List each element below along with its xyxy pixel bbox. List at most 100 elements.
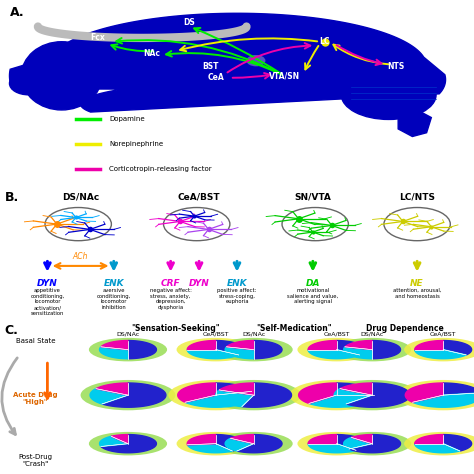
Polygon shape [178, 383, 216, 402]
Polygon shape [227, 340, 254, 350]
Text: motivational
salience and value,
alerting signal: motivational salience and value, alertin… [287, 288, 338, 304]
Polygon shape [415, 435, 443, 444]
Polygon shape [187, 340, 216, 350]
Ellipse shape [246, 55, 265, 66]
Polygon shape [216, 435, 244, 451]
Polygon shape [309, 395, 374, 407]
Polygon shape [102, 383, 166, 407]
Text: appetitive
conditioning,
locomotor
activation/
sensitization: appetitive conditioning, locomotor activ… [30, 288, 64, 316]
Text: CRF: CRF [161, 279, 181, 288]
Polygon shape [216, 340, 244, 355]
Ellipse shape [325, 380, 419, 410]
Ellipse shape [341, 70, 436, 119]
Text: ENK: ENK [227, 279, 247, 288]
Text: Dopamine: Dopamine [109, 117, 145, 122]
Text: DS/NAc: DS/NAc [62, 192, 99, 201]
Polygon shape [101, 435, 156, 453]
Polygon shape [443, 383, 474, 395]
Text: BST: BST [203, 62, 219, 71]
Ellipse shape [297, 432, 375, 456]
Polygon shape [96, 383, 128, 395]
Text: Corticotropin-releasing factor: Corticotropin-releasing factor [109, 166, 212, 172]
Polygon shape [337, 435, 365, 450]
Polygon shape [100, 436, 128, 447]
Text: negative affect:
stress, anxiety,
depression,
dysphoria: negative affect: stress, anxiety, depres… [150, 288, 191, 310]
Ellipse shape [81, 380, 175, 410]
Polygon shape [187, 435, 216, 445]
Text: LC/NTS: LC/NTS [399, 192, 435, 201]
Polygon shape [415, 340, 443, 350]
Polygon shape [216, 390, 254, 407]
Polygon shape [344, 347, 372, 359]
Polygon shape [225, 438, 254, 451]
Text: CeA/BST: CeA/BST [430, 331, 456, 337]
Text: Drug Dependence: Drug Dependence [366, 324, 444, 333]
Ellipse shape [384, 208, 450, 241]
Text: NTS: NTS [387, 62, 404, 71]
Text: positive affect:
stress-coping,
euphoria: positive affect: stress-coping, euphoria [217, 288, 257, 304]
Polygon shape [185, 392, 254, 407]
Text: LC: LC [319, 37, 330, 46]
Ellipse shape [214, 432, 292, 456]
Text: CeA: CeA [207, 73, 224, 82]
Polygon shape [242, 383, 292, 407]
Text: DS/NAc: DS/NAc [116, 331, 140, 337]
Ellipse shape [45, 208, 111, 241]
Polygon shape [308, 435, 337, 444]
Text: A.: A. [9, 6, 24, 18]
Polygon shape [187, 444, 232, 453]
Text: Fcx: Fcx [90, 34, 105, 42]
Ellipse shape [282, 208, 348, 241]
Polygon shape [230, 435, 254, 444]
Polygon shape [299, 383, 337, 403]
Ellipse shape [404, 338, 474, 361]
Polygon shape [412, 393, 474, 407]
Ellipse shape [164, 208, 230, 241]
Polygon shape [216, 383, 252, 395]
Polygon shape [351, 435, 372, 444]
Polygon shape [340, 383, 372, 395]
Text: Basal State: Basal State [16, 337, 55, 344]
Polygon shape [308, 340, 337, 350]
Polygon shape [443, 435, 472, 451]
Text: NAc: NAc [143, 49, 160, 57]
Polygon shape [344, 438, 372, 449]
Text: CeA/BST: CeA/BST [202, 331, 229, 337]
Polygon shape [101, 340, 128, 350]
Text: DYN: DYN [37, 279, 58, 288]
Text: "Sensation-Seeking": "Sensation-Seeking" [131, 324, 220, 333]
Ellipse shape [176, 432, 255, 456]
Ellipse shape [333, 338, 411, 361]
Text: SN/VTA: SN/VTA [294, 192, 331, 201]
Ellipse shape [289, 380, 384, 410]
Text: C.: C. [5, 324, 18, 337]
Polygon shape [415, 350, 466, 359]
Polygon shape [225, 347, 254, 359]
Ellipse shape [333, 432, 411, 456]
Polygon shape [219, 383, 254, 395]
Text: VTA/SN: VTA/SN [269, 72, 300, 80]
Ellipse shape [89, 432, 167, 456]
Ellipse shape [176, 338, 255, 361]
Text: Post-Drug
"Crash": Post-Drug "Crash" [18, 454, 53, 467]
Ellipse shape [89, 338, 167, 361]
Text: ACh: ACh [73, 252, 88, 261]
Text: Acute Drug
"High": Acute Drug "High" [13, 392, 58, 405]
Text: aversive
conditioning,
locomotor
inhibition: aversive conditioning, locomotor inhibit… [97, 288, 131, 310]
Polygon shape [111, 435, 128, 444]
Text: DA: DA [306, 279, 320, 288]
Text: Norepinephrine: Norepinephrine [109, 141, 163, 147]
Polygon shape [372, 340, 401, 359]
Text: NE: NE [410, 279, 424, 288]
Text: attention, arousal,
and homeostasis: attention, arousal, and homeostasis [393, 288, 441, 299]
Ellipse shape [168, 380, 263, 410]
Polygon shape [337, 383, 374, 395]
Text: "Self-Medication": "Self-Medication" [256, 324, 332, 333]
Polygon shape [254, 340, 282, 359]
Text: ENK: ENK [103, 279, 124, 288]
Polygon shape [237, 435, 282, 453]
Polygon shape [9, 13, 446, 112]
Polygon shape [128, 340, 156, 359]
Text: B.: B. [5, 191, 19, 204]
Polygon shape [100, 347, 128, 359]
